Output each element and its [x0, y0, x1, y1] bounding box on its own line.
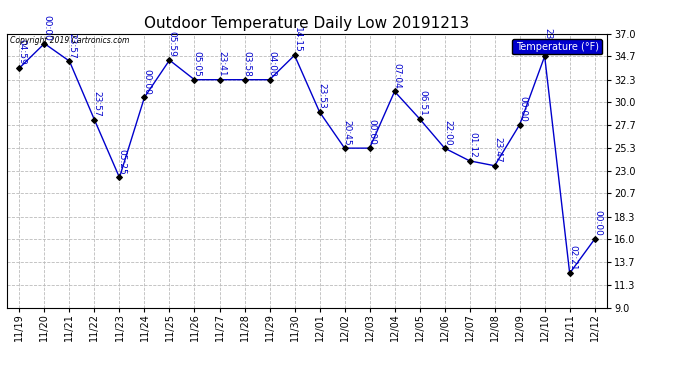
Point — [64, 58, 75, 64]
Text: 00:00: 00:00 — [43, 15, 52, 41]
Point — [464, 158, 475, 164]
Point — [164, 57, 175, 63]
Text: 06:51: 06:51 — [418, 90, 427, 116]
Legend: Temperature (°F): Temperature (°F) — [511, 39, 602, 54]
Point — [264, 77, 275, 83]
Point — [514, 122, 525, 128]
Text: 14:15: 14:15 — [293, 27, 302, 52]
Text: 05:59: 05:59 — [168, 32, 177, 57]
Point — [414, 116, 425, 122]
Text: 23:57: 23:57 — [68, 33, 77, 58]
Point — [539, 53, 550, 59]
Text: 00:00: 00:00 — [368, 120, 377, 146]
Text: 23:56: 23:56 — [543, 28, 552, 54]
Point — [14, 65, 25, 71]
Text: 02:21: 02:21 — [568, 245, 577, 270]
Text: 22:00: 22:00 — [443, 120, 452, 146]
Text: 00:00: 00:00 — [143, 69, 152, 94]
Point — [139, 94, 150, 100]
Point — [364, 145, 375, 151]
Point — [339, 145, 350, 151]
Text: 05:05: 05:05 — [193, 51, 201, 77]
Point — [214, 77, 225, 83]
Text: 01:12: 01:12 — [468, 132, 477, 158]
Text: 00:00: 00:00 — [518, 96, 527, 122]
Text: 20:45: 20:45 — [343, 120, 352, 146]
Point — [389, 88, 400, 94]
Point — [314, 109, 325, 115]
Point — [239, 77, 250, 83]
Point — [489, 163, 500, 169]
Point — [39, 40, 50, 46]
Text: 00:00: 00:00 — [593, 210, 602, 236]
Text: 07:04: 07:04 — [393, 63, 402, 88]
Text: 23:57: 23:57 — [92, 91, 101, 117]
Point — [114, 174, 125, 180]
Text: 23:41: 23:41 — [218, 51, 227, 77]
Text: 23:47: 23:47 — [493, 137, 502, 163]
Text: 05:25: 05:25 — [118, 149, 127, 175]
Text: 03:58: 03:58 — [243, 51, 252, 77]
Point — [289, 52, 300, 58]
Text: 04:59: 04:59 — [18, 39, 27, 65]
Text: 23:53: 23:53 — [318, 83, 327, 109]
Point — [439, 145, 450, 151]
Text: 04:00: 04:00 — [268, 51, 277, 77]
Point — [589, 236, 600, 242]
Text: Copyright 2019 Cartronics.com: Copyright 2019 Cartronics.com — [10, 36, 129, 45]
Point — [89, 117, 100, 123]
Point — [564, 270, 575, 276]
Point — [189, 77, 200, 83]
Title: Outdoor Temperature Daily Low 20191213: Outdoor Temperature Daily Low 20191213 — [144, 16, 470, 31]
